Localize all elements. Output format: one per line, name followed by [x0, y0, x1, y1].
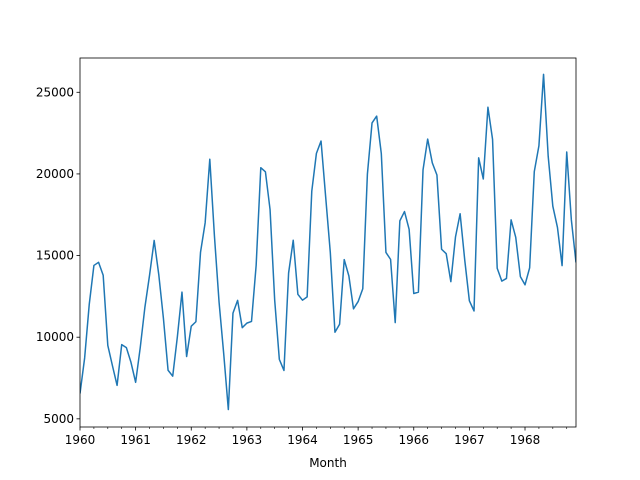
- y-tick-label: 5000: [43, 412, 74, 426]
- series-line-0: [80, 73, 576, 411]
- x-tick-label: 1965: [343, 433, 374, 447]
- y-tick-label: 20000: [36, 167, 74, 181]
- x-tick-label: 1960: [65, 433, 96, 447]
- x-tick-label: 1968: [510, 433, 541, 447]
- x-tick-label: 1963: [232, 433, 263, 447]
- x-axis-title: Month: [309, 456, 347, 470]
- y-tick-label: 10000: [36, 330, 74, 344]
- x-tick-label: 1966: [398, 433, 429, 447]
- plot-area: [80, 73, 576, 411]
- y-tick-label: 15000: [36, 249, 74, 263]
- x-tick-label: 1967: [454, 433, 485, 447]
- x-tick-label: 1961: [120, 433, 151, 447]
- axes: 1960 1961 1962 1963 1964 1965 1966 1967 1968 5000…: [36, 57, 577, 447]
- y-tick-label: 25000: [36, 85, 74, 99]
- x-tick-label: 1964: [287, 433, 318, 447]
- x-tick-label: 1962: [176, 433, 207, 447]
- plot-frame: [79, 57, 577, 428]
